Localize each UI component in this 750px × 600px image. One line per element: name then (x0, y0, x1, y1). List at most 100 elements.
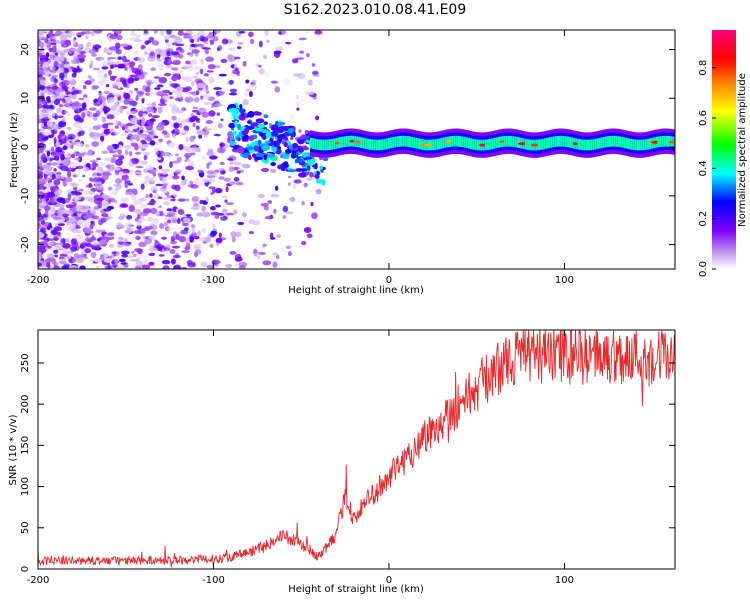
heatmap-signal-peak (499, 140, 504, 144)
heatmap-noise-blob (146, 103, 153, 106)
heatmap-noise-blob (287, 175, 292, 179)
heatmap-noise-blob (292, 58, 299, 64)
heatmap-signal-cell (512, 136, 515, 147)
heatmap-noise-blob (59, 261, 67, 265)
heatmap-noise-blob (69, 162, 78, 169)
heatmap-noise-blob (236, 170, 241, 174)
heatmap-noise-blob (137, 220, 141, 227)
heatmap-noise-blob (46, 130, 52, 135)
heatmap-noise-blob (173, 264, 181, 269)
heatmap-noise-blob (103, 47, 108, 54)
heatmap-noise-blob (120, 262, 127, 265)
heatmap-signal-cell (415, 137, 418, 149)
heatmap-noise-blob (105, 84, 110, 88)
heatmap-signal-cell (663, 135, 667, 147)
heatmap-noise-blob (95, 110, 101, 116)
heatmap-noise-blob (201, 178, 209, 183)
heatmap-noise-blob (72, 222, 76, 229)
heatmap-noise-blob (68, 68, 73, 73)
y-tick-label: 20 (20, 43, 31, 56)
heatmap-noise-blob (223, 177, 231, 182)
heatmap-noise-blob (96, 173, 102, 177)
heatmap-noise-blob (54, 223, 59, 226)
heatmap-noise-blob (209, 41, 214, 45)
heatmap-noise-blob (87, 198, 95, 203)
heatmap-noise-blob (97, 81, 106, 86)
heatmap-signal-cell (510, 136, 513, 147)
heatmap-noise-blob (124, 265, 129, 268)
heatmap-noise-blob (141, 98, 145, 104)
heatmap-noise-blob (92, 161, 97, 167)
heatmap-noise-blob (38, 215, 42, 218)
heatmap-noise-blob (218, 90, 225, 96)
heatmap-signal-cell (455, 135, 458, 147)
heatmap-noise-blob (98, 92, 104, 97)
heatmap-noise-blob (126, 214, 133, 220)
heatmap-noise-blob (97, 74, 105, 80)
heatmap-noise-blob (121, 132, 127, 136)
heatmap-signal-cell (539, 139, 542, 150)
heatmap-noise-blob (96, 186, 105, 191)
heatmap-signal-peak (668, 140, 675, 144)
heatmap-signal-peak (335, 141, 340, 145)
heatmap-signal-cell (537, 139, 540, 151)
heatmap-signal-cell (371, 139, 374, 151)
heatmap-noise-blob (91, 53, 97, 57)
heatmap-signal-cell (465, 137, 469, 149)
colorbar-tick-label: 0.8 (698, 60, 709, 76)
heatmap-noise-blob (191, 227, 195, 235)
heatmap-noise-blob (38, 109, 41, 115)
heatmap-noise-blob (215, 204, 222, 208)
y-tick-label: 0 (20, 566, 31, 572)
heatmap-noise-blob (53, 265, 61, 269)
heatmap-noise-blob (213, 87, 223, 90)
heatmap-signal-cell (486, 139, 490, 150)
heatmap-noise-blob (38, 173, 44, 180)
heatmap-noise-blob (161, 188, 168, 194)
heatmap-signal-cell (436, 138, 439, 150)
heatmap-transition-blob (228, 122, 236, 129)
heatmap-noise-blob (189, 180, 194, 185)
heatmap-noise-blob (87, 111, 93, 118)
heatmap-noise-blob (183, 213, 188, 218)
heatmap-noise-blob (224, 199, 228, 203)
heatmap-noise-blob (115, 187, 120, 192)
heatmap-noise-blob (138, 63, 143, 71)
heatmap-noise-blob (160, 30, 165, 36)
heatmap-transition-blob (237, 137, 241, 142)
heatmap-signal-cell (461, 136, 464, 148)
heatmap-noise-blob (261, 167, 270, 173)
heatmap-noise-blob (131, 251, 135, 254)
heatmap-noise-blob (193, 144, 197, 147)
heatmap-noise-blob (227, 54, 234, 60)
heatmap-noise-blob (220, 216, 228, 221)
heatmap-noise-blob (175, 234, 180, 240)
heatmap-noise-blob (154, 241, 161, 248)
heatmap-signal-cell (615, 136, 618, 147)
heatmap-noise-blob (306, 233, 313, 239)
x-tick-label: -200 (27, 275, 50, 286)
heatmap-signal-cell (556, 136, 559, 147)
heatmap-noise-blob (56, 49, 60, 53)
heatmap-noise-blob (303, 182, 309, 188)
heatmap-signal-cell (604, 136, 608, 148)
snr-panel: -200 -100 0 100 0 50 100 150 200 250 Height of s… (8, 329, 676, 595)
heatmap-noise-blob (88, 182, 93, 188)
heatmap-noise-blob (83, 85, 87, 90)
heatmap-noise-blob (152, 80, 158, 84)
heatmap-noise-blob (60, 238, 66, 244)
heatmap-noise-blob (140, 160, 148, 166)
heatmap-signal-cell (362, 137, 365, 149)
heatmap-noise-blob (51, 173, 56, 180)
heatmap-noise-blob (38, 208, 41, 212)
heatmap-noise-blob (295, 94, 299, 100)
heatmap-noise-blob (139, 135, 148, 139)
heatmap-noise-blob (149, 176, 156, 183)
heatmap-noise-blob (148, 113, 153, 117)
heatmap-signal-cell (619, 136, 622, 148)
heatmap-noise-blob (219, 161, 225, 165)
heatmap-noise-blob (129, 37, 138, 41)
heatmap-noise-blob (163, 247, 171, 251)
heatmap-noise-blob (76, 204, 83, 211)
heatmap-noise-blob (189, 116, 196, 123)
